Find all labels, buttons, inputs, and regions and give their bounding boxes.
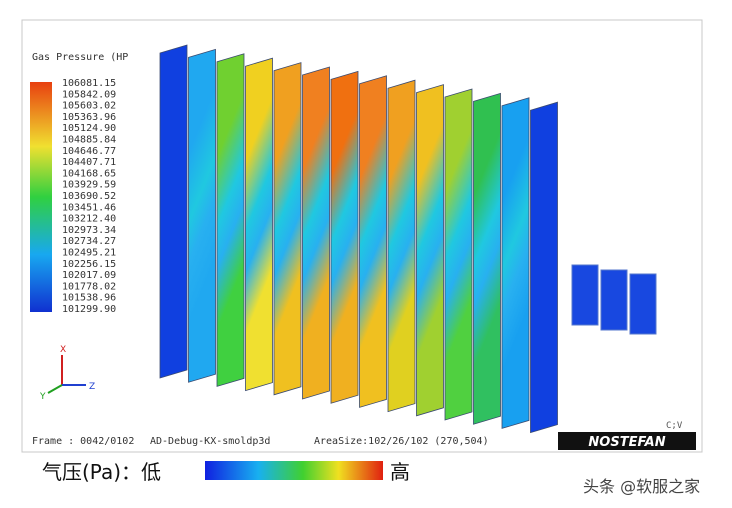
fin: [473, 92, 501, 425]
block: [629, 273, 657, 335]
caption-bar: [205, 461, 383, 480]
legend-label: 104646.77: [62, 146, 116, 157]
legend-title: Gas Pressure (HP: [32, 52, 128, 63]
fin-group: [159, 44, 558, 434]
legend-label: 101778.02: [62, 281, 116, 292]
block: [571, 264, 599, 326]
status-frame: Frame : 0042/0102: [32, 436, 134, 447]
legend-label: 103451.46: [62, 202, 116, 213]
axis-y: [47, 384, 63, 394]
legend-labels: 106081.15105842.09105603.02105363.961051…: [62, 78, 116, 315]
legend-label: 103212.40: [62, 214, 116, 225]
legend-label: 103690.52: [62, 191, 116, 202]
color-bar: [30, 82, 52, 312]
legend-label: 104407.71: [62, 157, 116, 168]
fin: [216, 53, 245, 387]
legend-label: 105363.96: [62, 112, 116, 123]
status-job: AD-Debug-KX-smoldp3d: [150, 436, 270, 447]
fin: [302, 66, 330, 400]
status-area: AreaSize:102/26/102 (270,504): [314, 436, 489, 447]
fin: [501, 97, 530, 429]
fin: [188, 48, 216, 383]
fin: [416, 84, 444, 417]
fin: [444, 88, 473, 421]
logo-box: [558, 432, 696, 450]
fin: [273, 62, 302, 396]
fin: [330, 70, 359, 404]
legend-label: 102495.21: [62, 248, 116, 259]
fin: [359, 75, 387, 408]
block: [600, 269, 628, 331]
legend-label: 102973.34: [62, 225, 116, 236]
legend-label: 102734.27: [62, 236, 116, 247]
axis-label: Z: [89, 382, 95, 392]
fin: [245, 57, 273, 392]
caption-high: 高: [390, 460, 410, 484]
legend-label: 105124.90: [62, 123, 116, 134]
legend-label: 104168.65: [62, 168, 116, 179]
legend-label: 103929.59: [62, 180, 116, 191]
fin: [530, 101, 558, 434]
legend-label: 102017.09: [62, 270, 116, 281]
legend-label: 104885.84: [62, 135, 116, 146]
legend-label: 105842.09: [62, 89, 116, 100]
legend-label: 102256.15: [62, 259, 116, 270]
legend-label: 101299.90: [62, 304, 116, 315]
legend-label: 106081.15: [62, 78, 116, 89]
fin: [387, 79, 416, 413]
fin: [159, 44, 188, 379]
legend-label: 101538.96: [62, 293, 116, 304]
legend-label: 105603.02: [62, 101, 116, 112]
caption-label: 气压(Pa)：低: [42, 460, 161, 484]
axis-label: X: [60, 345, 66, 355]
axis-label: Y: [39, 392, 46, 402]
logo: NOSTEFAN: [588, 435, 665, 450]
watermark: 头条 @软服之家: [583, 477, 700, 496]
status-corner: C;V: [666, 421, 683, 431]
